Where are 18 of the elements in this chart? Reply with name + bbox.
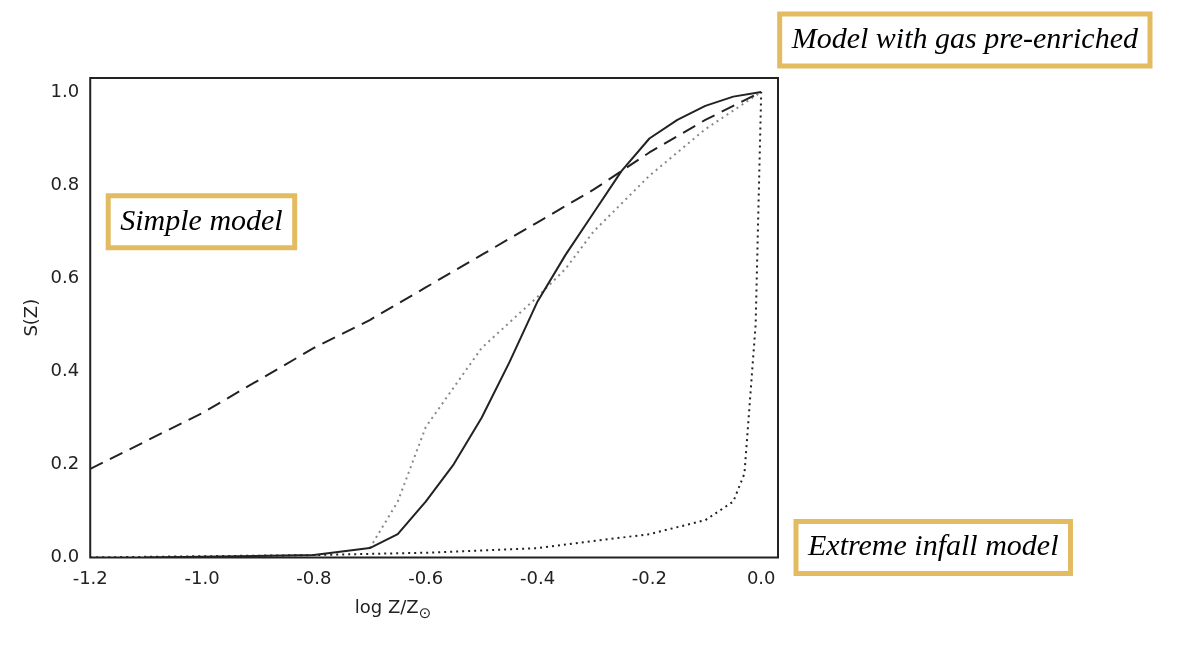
x-tick-label: -0.2 [631, 566, 667, 588]
x-tick-label: -1.0 [184, 566, 220, 588]
y-tick-label: 0.8 [50, 172, 80, 194]
x-tick-label: -0.6 [408, 566, 444, 588]
text: Model with gas pre-enriched [790, 20, 1139, 54]
text: Extreme infall model [807, 528, 1059, 562]
y-tick-label: 0.4 [50, 358, 80, 380]
y-tick-label: 0.6 [50, 265, 80, 287]
x-tick-label: -1.2 [72, 566, 108, 588]
y-tick-label: 0.0 [50, 545, 80, 567]
annotation: Simple model [120, 202, 283, 236]
x-tick-label: 0.0 [746, 566, 776, 588]
y-axis-title: S(Z) [20, 298, 42, 337]
x-axis-title: log Z/Z$_{⊙}$ [353, 596, 433, 622]
x-tick-label: -0.4 [520, 566, 556, 588]
y-tick-label: 1.0 [50, 79, 80, 101]
x-tick-label: -0.8 [296, 566, 332, 588]
y-tick-label: 0.2 [50, 451, 80, 473]
